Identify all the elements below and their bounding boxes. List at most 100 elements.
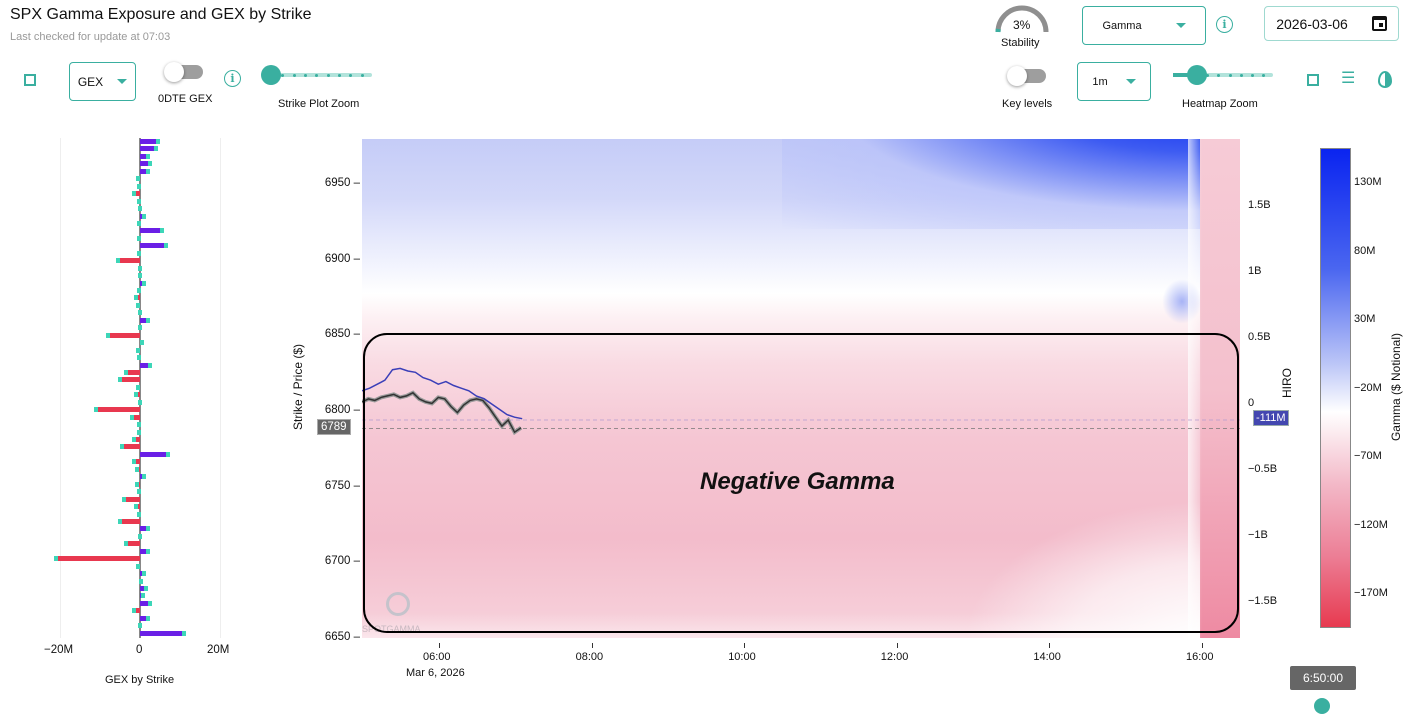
strike-zoom-slider[interactable] bbox=[261, 65, 372, 85]
heatmap-zoom-label: Heatmap Zoom bbox=[1182, 98, 1258, 110]
gex-bar[interactable] bbox=[140, 451, 168, 457]
key-levels-toggle[interactable] bbox=[1007, 66, 1046, 86]
gex-bar-marker bbox=[132, 459, 136, 465]
y-tick-label: 6800 – bbox=[324, 404, 360, 416]
chevron-down-icon bbox=[1175, 23, 1186, 28]
toggle-knob bbox=[1007, 66, 1027, 86]
gex-bar-marker bbox=[140, 340, 144, 346]
gex-bar[interactable] bbox=[134, 437, 140, 442]
gex-bar[interactable] bbox=[96, 407, 140, 413]
spotgamma-watermark bbox=[386, 592, 410, 616]
gex-bar-marker bbox=[136, 489, 141, 495]
gex-bar[interactable] bbox=[56, 556, 140, 562]
gex-bar[interactable] bbox=[124, 496, 140, 502]
x-tick-mark bbox=[744, 643, 746, 648]
date-value: 2026-03-06 bbox=[1276, 15, 1348, 32]
hiro-tick-label: 0 bbox=[1248, 397, 1255, 409]
gex-bar[interactable] bbox=[140, 139, 158, 144]
gex-bar[interactable] bbox=[140, 317, 148, 323]
slider-step-dot bbox=[304, 73, 307, 77]
heatmap-blue-region bbox=[782, 139, 1240, 229]
slider-handle[interactable] bbox=[261, 65, 281, 85]
gex-bar[interactable] bbox=[140, 600, 150, 606]
toggle-knob bbox=[164, 62, 184, 82]
y-tick-label: 6700 – bbox=[324, 555, 360, 568]
gex-bar-marker bbox=[137, 310, 142, 316]
gex-bar[interactable] bbox=[140, 586, 146, 591]
gex-bar-marker bbox=[148, 161, 152, 167]
gex-bar[interactable] bbox=[140, 228, 162, 234]
gex-bar-marker bbox=[136, 235, 141, 241]
calendar-icon[interactable] bbox=[1371, 16, 1387, 31]
gex-bar-marker bbox=[134, 295, 138, 301]
gex-bar-marker bbox=[138, 206, 143, 212]
slider-step-dot bbox=[349, 73, 353, 77]
gex-bar-marker bbox=[146, 317, 150, 323]
gex-bar-marker bbox=[148, 600, 152, 606]
gex-bar[interactable] bbox=[126, 541, 140, 547]
gex-bar-marker bbox=[138, 273, 143, 279]
gex-bar-marker bbox=[136, 198, 141, 204]
gex-bar[interactable] bbox=[140, 153, 148, 159]
gex-select[interactable]: GEX bbox=[69, 62, 136, 101]
gex-bar[interactable] bbox=[140, 168, 148, 174]
hiro-tick-label: 1.5B bbox=[1248, 199, 1271, 211]
gex-bar-marker bbox=[137, 355, 142, 361]
heatmap-zoom-slider[interactable] bbox=[1173, 65, 1273, 85]
slider-step-dot bbox=[360, 73, 364, 77]
slider-step-dot bbox=[1184, 73, 1188, 77]
gamma-heatmap[interactable]: SPOTGAMMA bbox=[362, 139, 1240, 638]
odte-gex-toggle[interactable] bbox=[164, 62, 203, 82]
gex-bar[interactable] bbox=[134, 459, 140, 465]
gex-bar[interactable] bbox=[140, 548, 148, 554]
greek-select[interactable]: Gamma bbox=[1082, 6, 1206, 45]
gex-bar[interactable] bbox=[120, 377, 140, 383]
greek-select-value: Gamma bbox=[1102, 19, 1142, 32]
info-icon[interactable]: i bbox=[224, 70, 241, 87]
date-picker[interactable]: 2026-03-06 bbox=[1264, 6, 1399, 41]
gex-bar[interactable] bbox=[140, 526, 148, 532]
slider-step-dot bbox=[1217, 73, 1221, 77]
gex-bar[interactable] bbox=[136, 392, 140, 398]
stability-value: 3% bbox=[1013, 18, 1031, 32]
sliders-settings-icon[interactable]: ☰ bbox=[1341, 70, 1356, 87]
time-scrubber-handle[interactable] bbox=[1314, 698, 1330, 714]
colorbar-tick-label: 30M bbox=[1354, 313, 1376, 325]
gex-bar[interactable] bbox=[126, 369, 140, 375]
gex-bar[interactable] bbox=[140, 615, 148, 621]
gex-bar[interactable] bbox=[140, 630, 184, 636]
color-contrast-icon[interactable] bbox=[1378, 71, 1392, 88]
gex-bar[interactable] bbox=[120, 518, 140, 524]
gex-bar[interactable] bbox=[136, 504, 140, 510]
heatmap-close-edge bbox=[1188, 139, 1202, 638]
price-line bbox=[362, 391, 522, 434]
gex-bar-marker bbox=[137, 288, 142, 293]
gex-bar[interactable] bbox=[140, 146, 156, 152]
info-icon[interactable]: i bbox=[1216, 16, 1233, 33]
gex-bar[interactable] bbox=[140, 243, 166, 249]
fullscreen-heatmap-icon[interactable] bbox=[1307, 74, 1319, 86]
gex-bar[interactable] bbox=[134, 191, 140, 197]
gex-bar[interactable] bbox=[134, 608, 140, 614]
colorbar bbox=[1320, 148, 1351, 628]
gex-bar-marker bbox=[124, 369, 128, 375]
gex-bar-marker bbox=[118, 377, 122, 383]
fullscreen-strike-icon[interactable] bbox=[24, 74, 36, 86]
gex-bar[interactable] bbox=[136, 295, 140, 301]
gex-bar[interactable] bbox=[122, 444, 140, 450]
heatmap-afterhours-band bbox=[1200, 139, 1240, 638]
gex-bar[interactable] bbox=[118, 258, 140, 264]
x-tick-label: 10:00 bbox=[728, 651, 756, 663]
gex-by-strike-chart: −20M 0 20M GEX by Strike bbox=[0, 130, 260, 690]
gex-bar[interactable] bbox=[108, 332, 140, 338]
gex-bar[interactable] bbox=[132, 414, 140, 420]
hiro-line bbox=[362, 367, 523, 420]
gex-bar[interactable] bbox=[140, 362, 150, 368]
x-tick-label: 0 bbox=[136, 644, 143, 656]
gex-bar-marker bbox=[142, 280, 146, 286]
gex-bar-marker bbox=[137, 325, 142, 331]
interval-select[interactable]: 1m bbox=[1077, 62, 1151, 101]
x-tick-label: 16:00 bbox=[1186, 651, 1214, 663]
gex-bar-marker bbox=[106, 332, 110, 338]
gex-bar[interactable] bbox=[140, 161, 150, 167]
